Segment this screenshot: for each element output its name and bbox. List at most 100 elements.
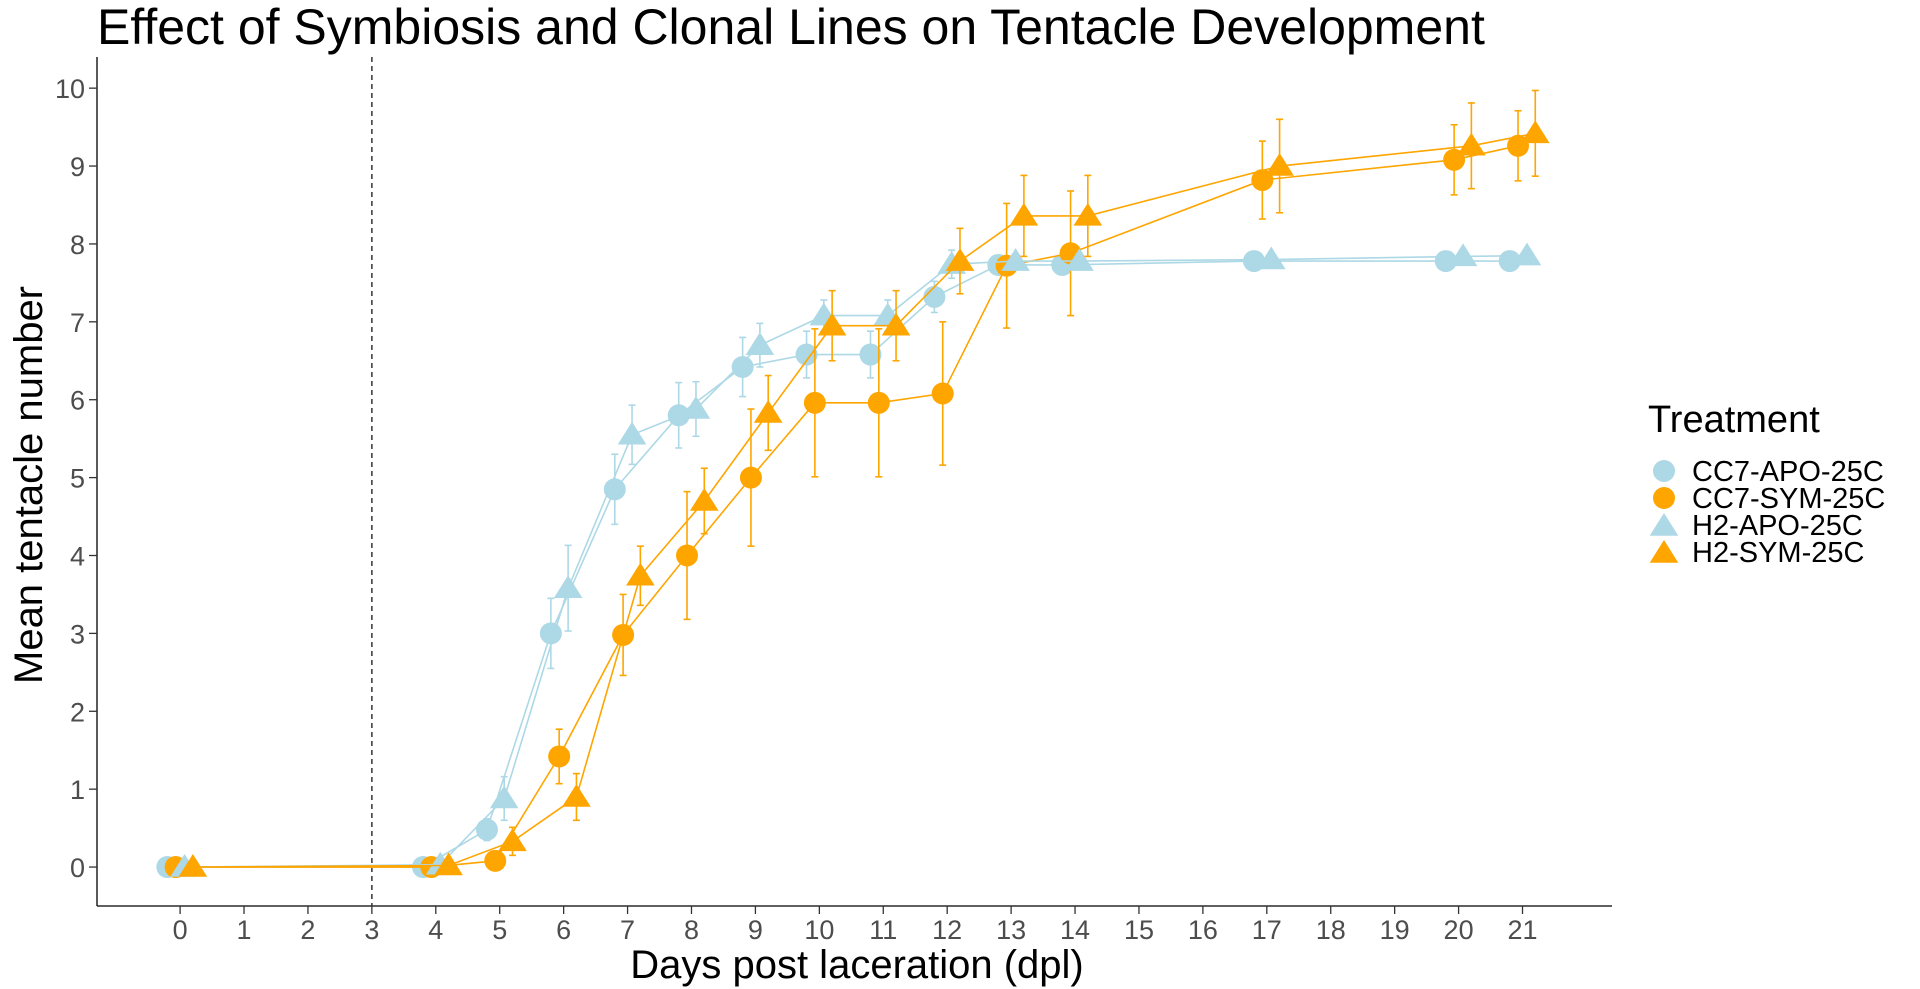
data-point xyxy=(1265,153,1294,176)
x-tick-label: 17 xyxy=(1252,915,1282,945)
legend-key xyxy=(1653,487,1675,509)
data-point xyxy=(548,745,571,768)
legend-key xyxy=(1649,540,1679,563)
data-point xyxy=(1073,202,1103,226)
x-axis-title: Days post laceration (dpl) xyxy=(630,943,1084,987)
data-point xyxy=(817,312,847,336)
y-tick-label: 3 xyxy=(70,619,85,649)
data-point xyxy=(795,343,818,366)
legend: Treatment CC7-APO-25CCC7-SYM-25CH2-APO-2… xyxy=(1648,399,1885,569)
data-point xyxy=(689,487,719,511)
data-point xyxy=(1520,120,1550,144)
x-tick-label: 14 xyxy=(1060,915,1090,945)
series-CC7-APO-25C xyxy=(156,250,1521,879)
data-point xyxy=(178,854,208,877)
x-tick-label: 6 xyxy=(556,915,571,945)
y-tick-label: 6 xyxy=(70,386,85,416)
legend-label: CC7-APO-25C xyxy=(1692,456,1884,488)
data-point xyxy=(1512,242,1542,266)
data-point xyxy=(553,575,583,598)
x-tick-label: 19 xyxy=(1380,915,1410,945)
series-CC7-SYM-25C xyxy=(164,109,1530,879)
x-tick-label: 21 xyxy=(1507,915,1537,945)
y-axis-title: Mean tentacle number xyxy=(7,286,51,684)
legend-label: H2-APO-25C xyxy=(1692,510,1863,542)
y-tick-label: 8 xyxy=(70,230,85,260)
x-tick-label: 3 xyxy=(364,915,379,945)
data-point xyxy=(539,622,562,645)
data-point xyxy=(1009,202,1039,226)
data-point xyxy=(945,248,975,271)
data-point xyxy=(603,478,626,501)
x-tick-label: 0 xyxy=(173,915,188,945)
legend-title: Treatment xyxy=(1648,399,1820,441)
data-point xyxy=(498,828,527,852)
data-point xyxy=(803,391,826,414)
series-layer xyxy=(156,89,1550,879)
x-tick-label: 18 xyxy=(1316,915,1346,945)
data-point xyxy=(562,783,591,807)
data-point xyxy=(626,562,655,586)
y-tick-label: 4 xyxy=(70,541,85,571)
data-point xyxy=(475,818,498,841)
data-point xyxy=(753,399,783,423)
data-point xyxy=(859,343,882,366)
x-tick-label: 13 xyxy=(996,915,1026,945)
data-point xyxy=(489,785,519,809)
y-tick-label: 1 xyxy=(70,775,85,805)
data-point xyxy=(867,391,890,414)
data-point xyxy=(617,421,647,445)
legend-item: H2-APO-25C xyxy=(1649,510,1863,542)
y-tick-label: 9 xyxy=(70,152,85,182)
x-tick-label: 16 xyxy=(1188,915,1218,945)
data-point xyxy=(681,396,711,419)
data-point xyxy=(881,312,911,336)
x-tick-label: 10 xyxy=(804,915,834,945)
x-tick-label: 9 xyxy=(748,915,763,945)
data-point xyxy=(1448,243,1478,267)
data-point xyxy=(923,285,946,308)
series-H2-APO-25C xyxy=(170,242,1542,877)
y-tick-label: 10 xyxy=(55,74,85,104)
legend-label: CC7-SYM-25C xyxy=(1692,483,1885,515)
legend-item: CC7-SYM-25C xyxy=(1653,483,1885,515)
data-point xyxy=(434,852,463,876)
x-tick-label: 7 xyxy=(620,915,635,945)
legend-item: CC7-APO-25C xyxy=(1653,456,1884,488)
data-point xyxy=(1001,248,1030,271)
data-point xyxy=(745,332,775,355)
x-tick-label: 4 xyxy=(428,915,443,945)
data-point xyxy=(931,382,954,405)
data-point xyxy=(1457,132,1486,156)
x-tick-label: 5 xyxy=(492,915,507,945)
data-point xyxy=(676,544,699,567)
axes: 0 1 2 3 4 5 6 7 8 9 10 11 12 13 14 15 16 17 18 19 20 21012345… xyxy=(55,57,1612,945)
legend-item: H2-SYM-25C xyxy=(1649,537,1864,569)
series-line xyxy=(184,254,1527,868)
chart-title: Effect of Symbiosis and Clonal Lines on … xyxy=(97,0,1485,55)
data-point xyxy=(731,356,754,379)
series-H2-SYM-25C xyxy=(178,89,1550,877)
y-tick-label: 5 xyxy=(70,464,85,494)
legend-items: CC7-APO-25CCC7-SYM-25CH2-APO-25CH2-SYM-2… xyxy=(1649,456,1885,569)
legend-key xyxy=(1649,513,1679,536)
data-point xyxy=(739,466,762,489)
data-point xyxy=(1434,250,1457,273)
legend-key xyxy=(1653,460,1675,482)
series-line xyxy=(175,145,1519,868)
data-point xyxy=(1256,246,1286,270)
x-tick-label: 12 xyxy=(932,915,962,945)
x-tick-label: 20 xyxy=(1444,915,1474,945)
legend-label: H2-SYM-25C xyxy=(1692,537,1864,569)
x-tick-label: 11 xyxy=(869,915,897,945)
x-tick-label: 1 xyxy=(237,915,252,945)
data-point xyxy=(1065,248,1094,271)
data-point xyxy=(484,849,507,872)
y-tick-label: 7 xyxy=(70,308,85,338)
series-line xyxy=(167,260,1510,868)
x-tick-label: 15 xyxy=(1124,915,1154,945)
y-tick-label: 2 xyxy=(70,697,85,727)
y-tick-label: 0 xyxy=(70,853,85,883)
x-tick-label: 8 xyxy=(684,915,699,945)
